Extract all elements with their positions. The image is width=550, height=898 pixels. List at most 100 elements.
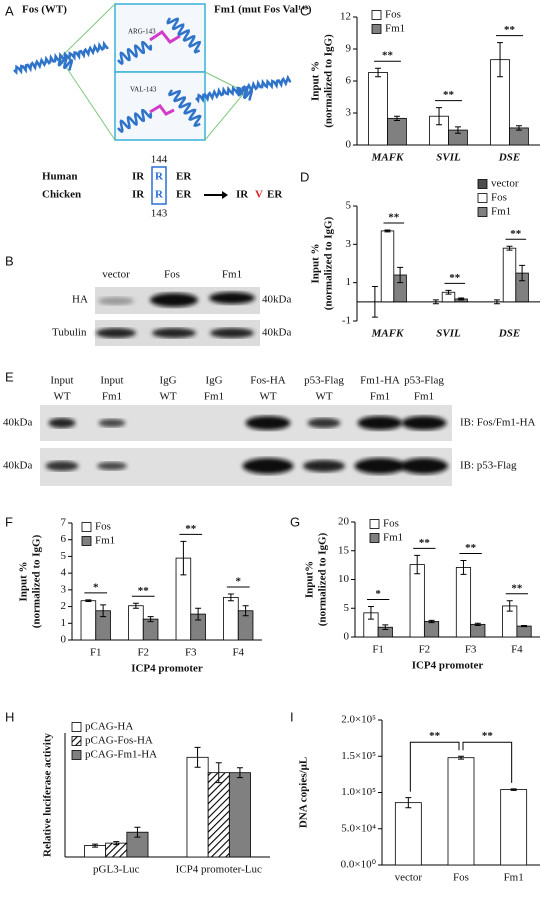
x-tick-label: ICP4 promoter-Luc — [176, 864, 262, 876]
legend-label: Fos — [383, 518, 399, 530]
y-tick-label: 0.0×10⁰ — [341, 859, 377, 871]
band — [354, 458, 406, 474]
y-tick-label: 3 — [61, 583, 67, 595]
y-tick-label: 5 — [61, 550, 67, 562]
error-bar — [113, 841, 120, 846]
x-tick-label: SVIL — [436, 152, 461, 164]
bar — [387, 117, 407, 146]
legend-swatch — [71, 750, 82, 760]
bar — [142, 618, 159, 641]
error-bar — [132, 602, 139, 609]
error-bar — [458, 755, 464, 760]
protein-ribbon — [168, 89, 202, 127]
legend-label: Fos — [95, 521, 111, 533]
connector — [59, 3, 116, 59]
connector — [204, 91, 246, 141]
residue-stick — [149, 29, 181, 44]
band — [97, 462, 127, 470]
band — [98, 419, 126, 427]
legend-swatch — [71, 722, 82, 732]
bar — [394, 802, 422, 866]
protein-ribbon — [166, 17, 201, 54]
legend-swatch — [81, 522, 92, 532]
sig-bracket — [462, 741, 513, 783]
error-bar — [460, 560, 467, 575]
x-tick-label: DSE — [498, 328, 520, 340]
bar — [105, 842, 128, 858]
error-bar — [147, 616, 154, 623]
residue-label: ARG-143 — [128, 28, 156, 36]
y-tick-label: 5 — [346, 200, 352, 212]
sig-label: ** — [443, 89, 455, 101]
sig-label: ** — [429, 730, 441, 742]
x-tick-label: F3 — [465, 644, 477, 656]
lane-label: Fm1 — [370, 391, 390, 403]
band — [152, 328, 196, 338]
band — [303, 460, 345, 472]
error-bar — [215, 762, 222, 784]
sig-bracket — [409, 741, 460, 792]
error-bar — [510, 788, 517, 791]
bar — [470, 623, 486, 638]
blot-label: IB: Fos/Fm1-HA — [460, 417, 536, 429]
bar — [447, 757, 475, 866]
y-tick-label: 1 — [346, 276, 352, 288]
error-bar — [180, 540, 187, 576]
y-tick-label: 3 — [346, 238, 352, 250]
error-bar — [382, 624, 389, 631]
panel-label: G — [290, 514, 300, 529]
protein-ribbon — [237, 85, 254, 101]
x-tick-label: F1 — [90, 647, 102, 659]
bar — [223, 596, 239, 641]
size-label: 40kDa — [3, 417, 32, 429]
protein-ribbon — [13, 40, 109, 76]
y-axis-label: (normalized to IgG) — [31, 534, 43, 628]
blot-label: IB: p53-Flag — [460, 460, 517, 472]
legend-label: pCAG-HA — [85, 721, 133, 733]
protein-ribbon — [195, 74, 292, 104]
protein-ribbon — [117, 40, 153, 66]
x-tick-label: DSE — [498, 152, 520, 164]
band — [400, 458, 448, 474]
y-tick-label: 0 — [61, 634, 67, 646]
y-tick-label: 3 — [346, 107, 352, 119]
error-bar — [497, 42, 504, 78]
legend-label: Fm1 — [491, 206, 511, 218]
y-axis-label: DNA copies/μL — [298, 757, 310, 828]
band — [307, 418, 341, 428]
species: Human — [42, 171, 77, 183]
y-tick-label: 1 — [61, 617, 67, 629]
error-bar — [227, 593, 234, 602]
y-tick-label: 15 — [338, 544, 350, 556]
sig-label: ** — [511, 582, 523, 594]
row-label: HA — [72, 294, 88, 306]
x-axis-label: ICP4 promoter — [412, 660, 484, 672]
sig-label: ** — [449, 272, 461, 284]
residue-label: VAL-143 — [130, 86, 157, 94]
row-label: Tubulin — [52, 327, 87, 339]
error-bar — [236, 767, 243, 779]
lane-label: Fm1 — [414, 391, 434, 403]
error-bar — [100, 604, 107, 618]
legend-swatch — [71, 736, 82, 746]
size-label: 40kDa — [262, 327, 291, 339]
panel-e: E 40kDa 40kDa IB: Fos/Fm1-HA IB: p53-Fla… — [3, 369, 536, 486]
error-bar — [458, 297, 465, 301]
y-axis-label: Input% — [304, 561, 316, 598]
error-bar — [521, 625, 528, 628]
y-tick-label: -1 — [342, 315, 351, 327]
position-label: 144 — [151, 154, 168, 166]
band — [245, 416, 291, 430]
lane-label: Fm1 — [204, 391, 224, 403]
bar — [186, 756, 209, 858]
y-tick-label: 7 — [61, 517, 67, 529]
y-tick-label: 5.0×10⁴ — [341, 822, 376, 834]
legend-label: Fm1 — [385, 23, 405, 35]
panel-label: F — [5, 514, 13, 529]
bar — [455, 567, 472, 638]
sig-label: * — [236, 576, 242, 588]
lane-label: WT — [53, 391, 70, 403]
error-bar — [393, 115, 400, 121]
y-tick-label: 20 — [338, 516, 350, 528]
